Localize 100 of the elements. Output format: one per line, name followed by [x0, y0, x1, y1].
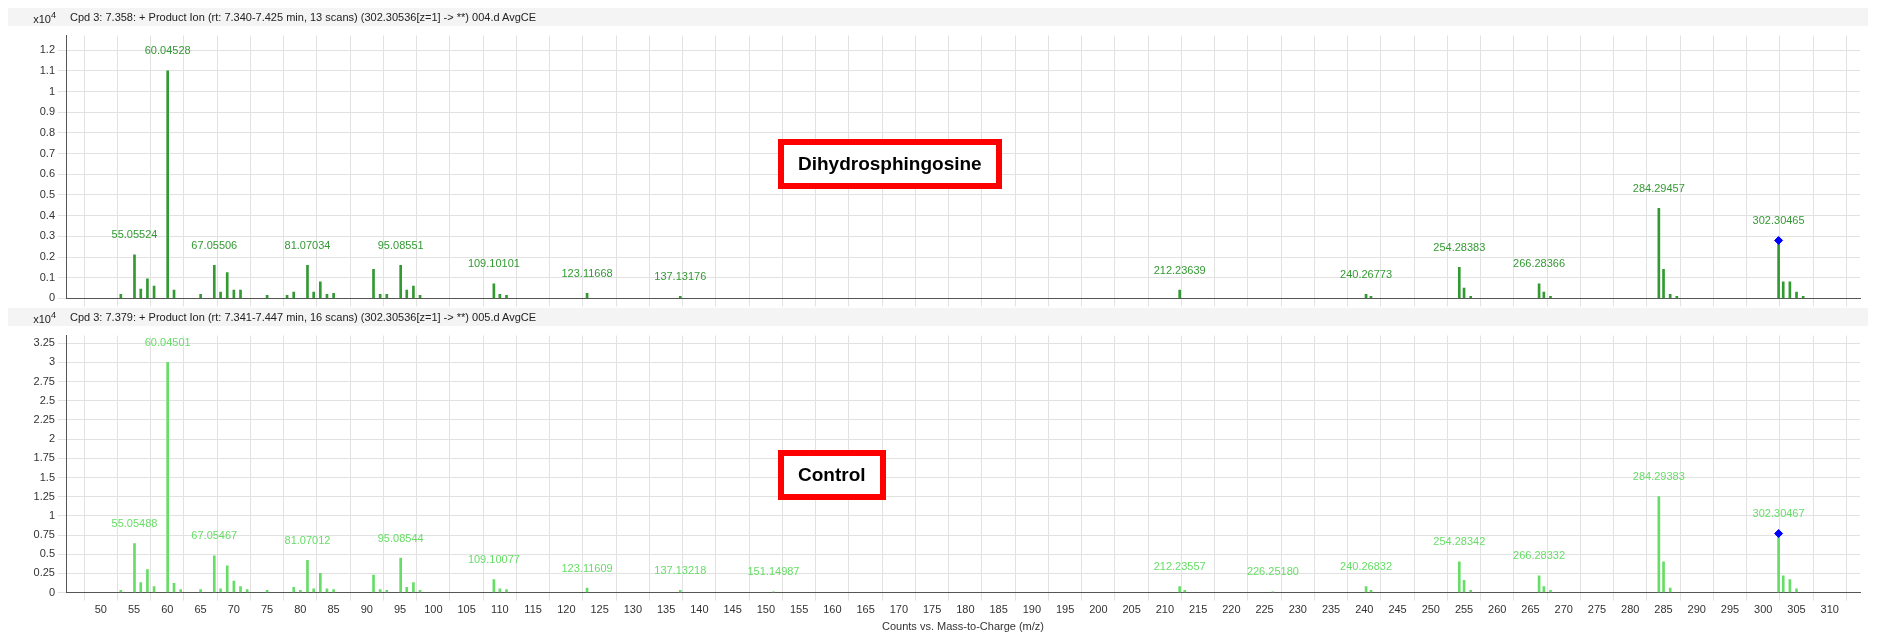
annotation: 212.23557 [1153, 559, 1206, 572]
x-tick-label: 50 [94, 603, 107, 616]
y-tick-label: 0.8 [39, 125, 55, 138]
bar [1781, 575, 1785, 593]
bar [405, 289, 409, 299]
bar [505, 589, 508, 593]
annotation: 151.14987 [747, 565, 800, 578]
annotation: 67.05467 [191, 529, 238, 542]
bar [219, 291, 222, 299]
annotation: 81.07034 [284, 238, 331, 251]
chart-title: Cpd 3: 7.379: + Product Ion (rt: 7.341-7.447 min, 16 scans) (302.30536[z=1] -> **) 005.d AvgCE [70, 311, 537, 323]
x-tick-label: 150 [756, 603, 776, 616]
x-tick-label: 120 [557, 603, 576, 616]
annotation: 302.30465 [1752, 213, 1805, 226]
bar [146, 569, 149, 593]
y-tick-label: 0.4 [39, 208, 55, 221]
annotation: 55.05488 [111, 517, 158, 530]
x-tick-label: 160 [823, 603, 842, 616]
x-tick-label: 155 [789, 603, 809, 616]
bar [372, 574, 375, 593]
x-tick-label: 130 [623, 603, 643, 616]
annotation: 123.11668 [561, 266, 613, 279]
x-tick-label: 220 [1222, 603, 1241, 616]
annotation: 137.13176 [654, 269, 707, 282]
x-tick-label: 80 [294, 603, 307, 616]
x-tick-label: 60 [161, 603, 174, 616]
x-tick-label: 70 [227, 603, 240, 616]
bar [1777, 534, 1780, 593]
x-tick-label: 205 [1122, 603, 1141, 616]
x-tick-label: 140 [690, 603, 709, 616]
y-tick-label: 0.9 [39, 105, 55, 118]
x-tick-label: 180 [956, 603, 975, 616]
bar [292, 291, 296, 299]
chart-title: Cpd 3: 7.358: + Product Ion (rt: 7.340-7.425 min, 13 scans) (302.30536[z=1] -> **) 004.d AvgCE [70, 11, 537, 23]
annotation: 60.04501 [144, 335, 191, 348]
bar [1801, 296, 1805, 299]
x-tick-label: 285 [1654, 603, 1673, 616]
y-tick-label: 1.25 [33, 489, 55, 502]
bar [146, 278, 149, 299]
bar [312, 588, 315, 593]
annotation: 95.08544 [377, 531, 424, 544]
y-tick-label: 0.25 [33, 566, 55, 579]
bar [199, 589, 202, 593]
y-tick-label: 0.75 [33, 528, 55, 541]
x-tick-label: 90 [360, 603, 373, 616]
x-tick-label: 240 [1355, 603, 1374, 616]
annotation: 284.29383 [1632, 470, 1685, 483]
bar [1178, 289, 1182, 299]
x-axis-title: Counts vs. Mass-to-Charge (m/z) [882, 620, 1044, 633]
bar [133, 543, 136, 593]
annotation: 109.10101 [467, 257, 520, 270]
x-tick-label: 210 [1155, 603, 1174, 616]
annotation: 254.28383 [1433, 240, 1486, 253]
x-tick-label: 135 [656, 603, 676, 616]
annotation: 137.13218 [654, 563, 707, 576]
bar [405, 586, 409, 593]
bar [678, 296, 682, 299]
x-tick-label: 165 [856, 603, 875, 616]
annotation: Control [778, 449, 886, 500]
bar [1668, 293, 1672, 299]
bar [199, 293, 202, 299]
x-tick-label: 65 [194, 603, 207, 616]
bar [225, 565, 229, 593]
x-tick-label: 110 [491, 603, 509, 616]
x-tick-label: 305 [1787, 603, 1806, 616]
bar [1668, 587, 1672, 593]
y-tick-label: 0.5 [39, 547, 55, 560]
bar [139, 582, 143, 593]
x-tick-label: 280 [1621, 603, 1640, 616]
x-tick-label: 125 [590, 603, 609, 616]
bar [306, 560, 309, 593]
bar [332, 589, 335, 593]
y-tick-label: 1.1 [39, 63, 55, 76]
bar [139, 288, 143, 299]
bar [1662, 269, 1665, 299]
annotation: 212.23639 [1153, 263, 1206, 276]
annotation: 254.28342 [1433, 535, 1486, 548]
y-tick-label: 2.75 [33, 374, 55, 387]
x-tick-label: 105 [457, 603, 476, 616]
x-tick-label: 100 [424, 603, 443, 616]
y-tick-label: 1 [48, 508, 55, 521]
y-tick-label: 2.5 [39, 393, 55, 406]
y-tick-label: 1.75 [33, 451, 55, 464]
x-tick-label: 235 [1321, 603, 1341, 616]
x-tick-label: 270 [1554, 603, 1573, 616]
x-tick-label: 310 [1820, 603, 1839, 616]
x-tick-label: 170 [889, 603, 909, 616]
x-tick-label: 260 [1488, 603, 1507, 616]
bar [412, 582, 415, 593]
y-tick-label: 0 [48, 585, 55, 598]
bar [119, 293, 123, 299]
y-axis-title: x10$^{4}$ [32, 309, 56, 325]
x-tick-label: 290 [1687, 603, 1706, 616]
bar [505, 294, 508, 299]
bar [166, 70, 170, 299]
y-axis-title: x10$^{4}$ [32, 9, 56, 25]
bar [1457, 561, 1461, 593]
bar [1795, 588, 1798, 593]
bar [219, 588, 222, 593]
bar [292, 586, 296, 593]
